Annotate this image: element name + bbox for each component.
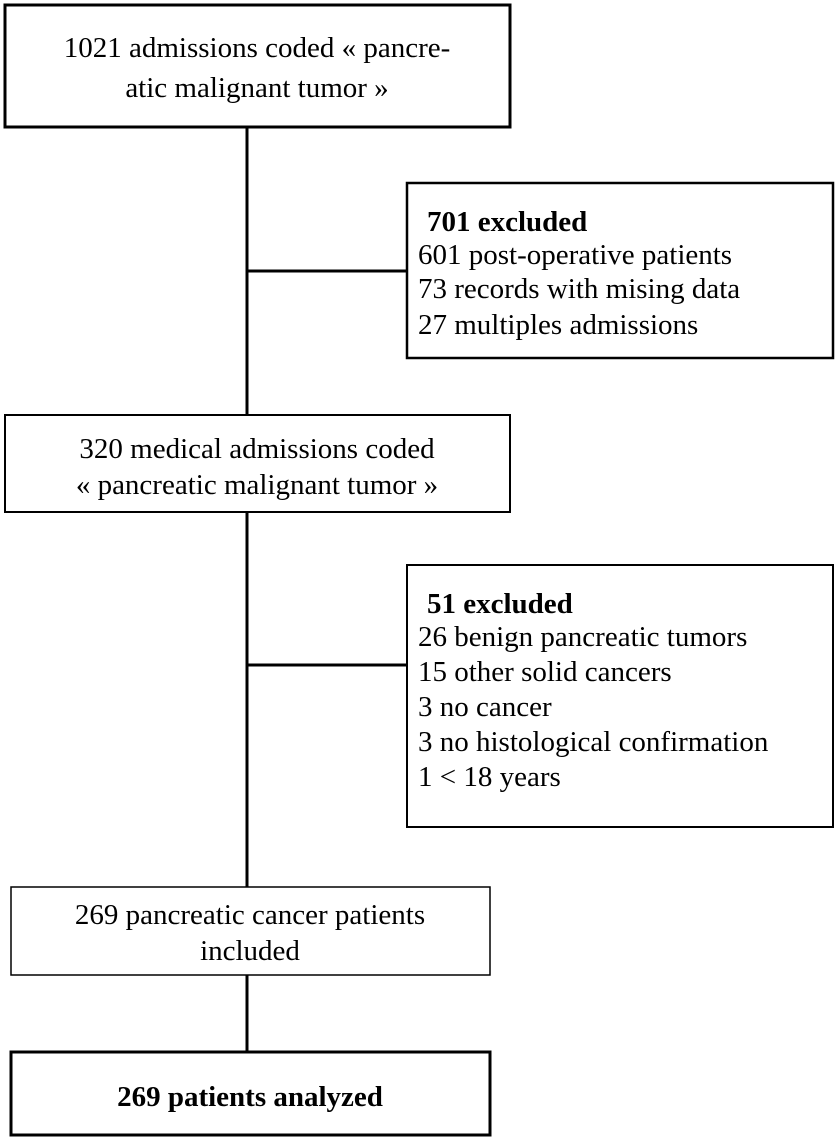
box-text: 320 medical admissions coded — [79, 433, 435, 465]
exclusion-item: 26 benign pancreatic tumors — [418, 621, 747, 653]
box-text: « pancreatic malignant tumor » — [76, 469, 438, 501]
exclusion-title: 701 excluded — [427, 206, 587, 238]
box — [4, 414, 511, 513]
exclusion-item: 27 multiples admissions — [418, 309, 698, 341]
exclusion-item: 601 post-operative patients — [418, 239, 732, 271]
exclusion-title: 51 excluded — [427, 588, 573, 620]
box — [9, 1050, 492, 1137]
box-text: 269 pancreatic cancer patients — [75, 899, 425, 931]
box-text: 1021 admissions coded « pancre- — [64, 32, 451, 64]
exclusion-box — [406, 564, 834, 828]
box-text: atic malignant tumor » — [125, 72, 388, 104]
box-text: included — [200, 935, 300, 967]
box — [10, 886, 491, 976]
exclusion-item: 15 other solid cancers — [418, 656, 672, 688]
box — [3, 3, 512, 129]
exclusion-item: 3 no histological confirmation — [418, 726, 769, 758]
exclusion-item: 73 records with mising data — [418, 273, 740, 305]
exclusion-box — [405, 181, 835, 360]
box-text: 269 patients analyzed — [117, 1081, 383, 1113]
exclusion-item: 1 < 18 years — [418, 761, 561, 793]
exclusion-item: 3 no cancer — [418, 691, 552, 723]
